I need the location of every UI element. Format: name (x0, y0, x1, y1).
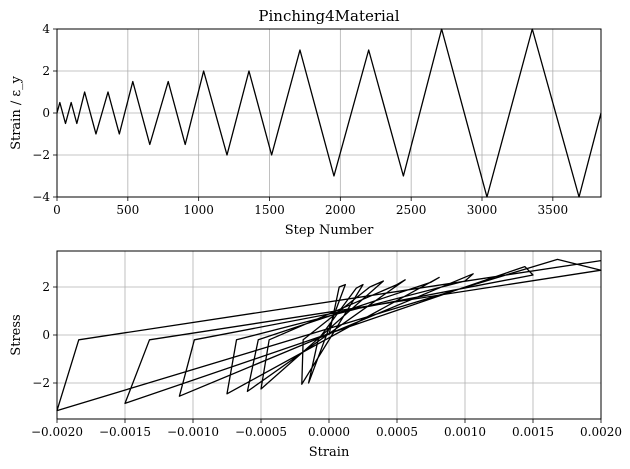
plot-lines (56, 258, 602, 412)
x-tick-label: 1500 (254, 203, 285, 217)
x-tick-label: 2500 (396, 203, 427, 217)
y-axis-label: Strain / ε_y (9, 75, 24, 150)
hysteresis-chart: −0.0020 −0.0015 −0.0010 −0.0005 0.0000 0.0005… (9, 250, 622, 460)
x-tick-label: 0.0015 (512, 425, 554, 439)
x-tick-label: 2000 (325, 203, 356, 217)
x-tick-label: 3500 (538, 203, 569, 217)
plot-lines (56, 28, 602, 198)
y-tick-labels: −2 0 2 (32, 280, 57, 390)
y-tick-label: 4 (42, 22, 50, 36)
chart-title: Pinching4Material (258, 7, 399, 25)
x-tick-label: 0.0005 (376, 425, 418, 439)
plot-frame (56, 28, 602, 198)
y-tick-label: −2 (32, 148, 50, 162)
x-tick-label: −0.0010 (167, 425, 219, 439)
x-axis-label: Step Number (285, 223, 374, 238)
x-tick-labels: −0.0020 −0.0015 −0.0010 −0.0005 0.0000 0.0005… (31, 419, 622, 439)
gridlines (56, 28, 601, 198)
x-tick-label: 500 (116, 203, 139, 217)
y-tick-labels: −4 −2 0 2 4 (32, 22, 57, 204)
x-tick-label: 3000 (467, 203, 498, 217)
y-tick-label: −2 (32, 376, 50, 390)
x-axis-label: Strain (309, 445, 350, 460)
y-tick-label: 2 (42, 280, 50, 294)
y-axis-label: Stress (9, 314, 24, 355)
x-tick-labels: 0 500 1000 1500 2000 2500 3000 3500 (53, 197, 568, 217)
x-tick-label: −0.0015 (99, 425, 151, 439)
plot-frame (56, 250, 602, 420)
y-tick-label: 0 (42, 106, 50, 120)
x-tick-label: −0.0005 (235, 425, 287, 439)
x-tick-label: 0 (53, 203, 61, 217)
strain-history-chart: Pinching4Material 0 500 1000 1500 2000 2500 30… (9, 7, 602, 238)
x-tick-label: −0.0020 (31, 425, 83, 439)
y-tick-label: 0 (42, 328, 50, 342)
y-tick-label: −4 (32, 190, 50, 204)
y-tick-label: 2 (42, 64, 50, 78)
x-tick-label: 0.0020 (580, 425, 622, 439)
x-tick-label: 0.0010 (444, 425, 486, 439)
x-tick-label: 1000 (183, 203, 214, 217)
series-line (56, 28, 602, 198)
series-line (56, 258, 602, 412)
x-tick-label: 0.0000 (308, 425, 350, 439)
